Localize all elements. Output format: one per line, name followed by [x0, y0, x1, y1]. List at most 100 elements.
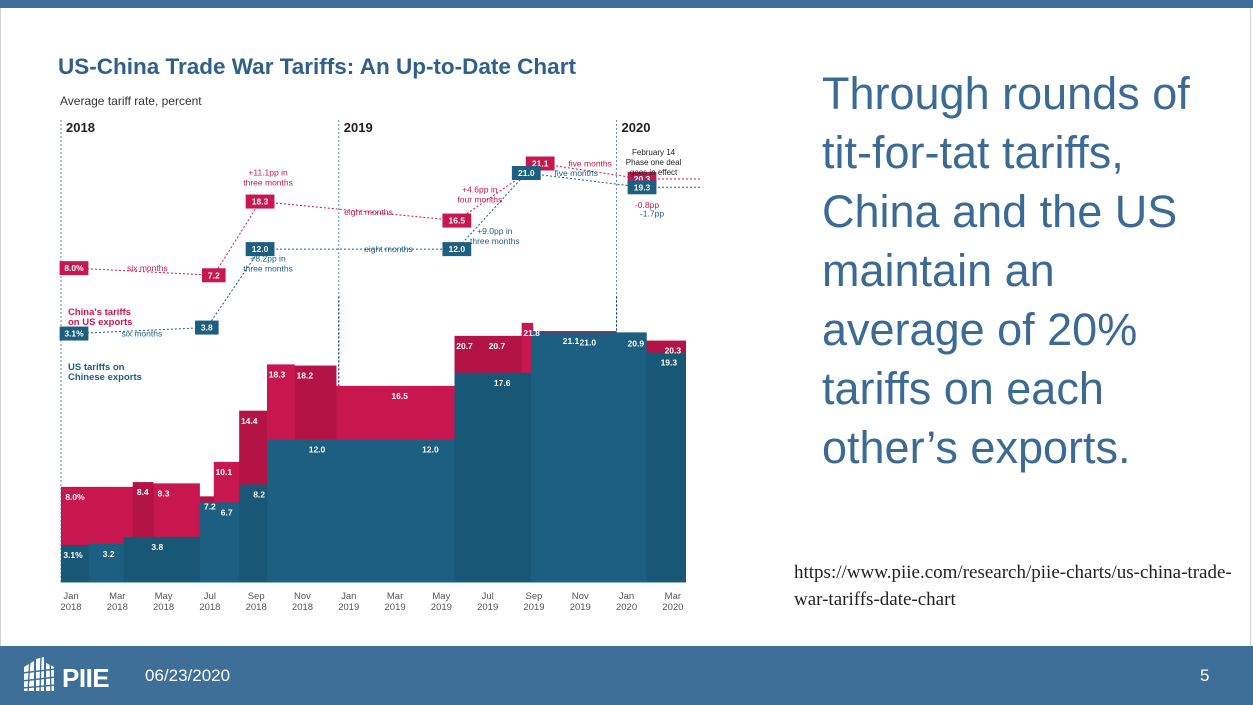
china-connector [260, 201, 457, 222]
us-milestone-value: 12.0 [252, 244, 269, 254]
china-milestone-value-box [201, 268, 226, 283]
us-connector [456, 172, 527, 250]
china-area-data-label: 8.4 [137, 487, 149, 497]
year-marker-label: 2020 [622, 120, 651, 135]
us-tariff-step [123, 536, 200, 582]
page-number: 5 [1200, 666, 1210, 685]
us-milestone-value-box [442, 242, 472, 257]
us-tariff-step [61, 545, 89, 582]
chart-title: US-China Trade War Tariffs: An Up-to-Dat… [58, 54, 576, 79]
x-tick-year-label: 2020 [662, 602, 683, 613]
china-milestone-value: 21.1 [532, 159, 549, 169]
x-tick-month-label: Jan [63, 591, 78, 602]
x-tick-month-label: Sep [526, 591, 543, 602]
china-connector [74, 267, 214, 276]
us-area-data-label: 21.0 [580, 337, 597, 347]
us-area-data-label: 6.7 [221, 507, 233, 517]
x-tick-month-label: May [155, 591, 173, 602]
china-area-data-label: 20.7 [456, 341, 473, 351]
china-jump-label: four months [457, 195, 502, 205]
x-tick-month-label: Jul [204, 591, 216, 602]
china-interval-label: eight months [344, 207, 393, 217]
china-area-data-label: 14.4 [241, 416, 258, 426]
us-milestone-value: 21.0 [518, 168, 535, 178]
china-area-data-label: 16.5 [391, 391, 408, 401]
us-milestone-value-box [627, 180, 657, 195]
us-jump-label: three months [470, 236, 520, 246]
x-tick-year-label: 2018 [246, 602, 267, 613]
china-start-value: 8.0% [64, 263, 84, 273]
us-interval-label: eight months [364, 244, 413, 254]
us-area-data-label: 8.2 [253, 490, 265, 500]
x-tick-year-label: 2019 [385, 602, 406, 613]
x-tick-month-label: Jul [482, 591, 494, 602]
us-jump-label: three months [243, 264, 293, 274]
piie-logo-icon [22, 657, 56, 693]
us-connector [526, 172, 643, 188]
us-area-data-label: 12.0 [309, 444, 326, 454]
us-interval-label: five months [555, 168, 598, 178]
china-milestone-value: 18.3 [252, 197, 269, 207]
us-drop-label: -1.7pp [640, 208, 664, 218]
us-jump-label: +8.2pp in [250, 254, 285, 264]
x-tick-month-label: Jan [341, 591, 356, 602]
x-tick-year-label: 2019 [431, 602, 452, 613]
us-interval-label: six months [122, 329, 163, 339]
footer-bar: PIIE 06/23/2020 5 [0, 646, 1253, 705]
x-tick-year-label: 2018 [292, 602, 313, 613]
china-area-data-label: 20.9 [628, 339, 645, 349]
china-area-data-label: 20.7 [489, 341, 506, 351]
us-area-data-label: 19.3 [661, 358, 678, 368]
x-tick-year-label: 2019 [477, 602, 498, 613]
x-tick-month-label: May [432, 591, 450, 602]
china-area-data-label: 18.3 [269, 369, 286, 379]
x-tick-year-label: 2019 [338, 602, 359, 613]
china-connector [540, 163, 643, 180]
us-tariff-step [454, 372, 531, 582]
china-drop-label: -0.8pp [635, 200, 659, 210]
us-milestone-value-box [245, 242, 275, 257]
us-milestone-value: 19.3 [634, 182, 651, 192]
us-series-label: US tariffs on [68, 362, 125, 373]
us-tariff-step [646, 352, 686, 582]
footer-date: 06/23/2020 [145, 666, 231, 685]
x-tick-month-label: Jan [619, 591, 634, 602]
china-area-data-label: 20.3 [665, 346, 682, 356]
tariff-chart-svg: US-China Trade War Tariffs: An Up-to-Dat… [58, 54, 700, 613]
x-tick-year-label: 2019 [570, 602, 591, 613]
us-start-value: 3.1% [64, 329, 84, 339]
us-milestone-value-box [511, 166, 541, 181]
us-area-data-label: 12.0 [422, 444, 439, 454]
x-tick-month-label: Sep [248, 591, 265, 602]
phase-one-label: February 14 [632, 148, 676, 157]
x-tick-year-label: 2018 [60, 602, 81, 613]
china-milestone-value-box [245, 194, 275, 209]
china-area-data-label: 18.2 [297, 371, 314, 381]
china-milestone-value: 20.3 [634, 174, 651, 184]
china-milestone-value: 16.5 [449, 216, 466, 226]
source-url-link[interactable]: https://www.piie.com/research/piie-chart… [794, 562, 1232, 610]
china-series-label: China's tariffs [68, 307, 131, 318]
china-area-data-label: 21.8 [523, 328, 540, 338]
us-series-label: Chinese exports [68, 372, 142, 383]
x-tick-year-label: 2019 [523, 602, 544, 613]
china-jump-label: +4.6pp in [462, 185, 497, 195]
china-connector [213, 201, 261, 276]
x-tick-month-label: Nov [572, 591, 589, 602]
x-tick-year-label: 2018 [107, 602, 128, 613]
us-jump-label: +9.0pp in [477, 226, 512, 236]
china-milestone-value: 7.2 [208, 270, 220, 280]
us-area-data-label: 3.2 [103, 549, 115, 559]
us-start-value-box [59, 326, 89, 341]
china-jump-label: +11.1pp in [248, 167, 288, 177]
china-series-label: on US exports [68, 317, 132, 328]
chart-subtitle: Average tariff rate, percent [60, 94, 202, 108]
x-tick-month-label: Mar [109, 591, 125, 602]
china-milestone-value-box [442, 213, 472, 228]
us-milestone-value: 12.0 [449, 244, 466, 254]
us-milestone-value-box [195, 320, 219, 335]
slide-body-text: Through rounds of tit-for-tat tariffs, C… [822, 68, 1190, 473]
year-marker-label: 2019 [344, 120, 373, 135]
china-interval-label: five months [568, 159, 611, 169]
year-marker-label: 2018 [66, 120, 95, 135]
